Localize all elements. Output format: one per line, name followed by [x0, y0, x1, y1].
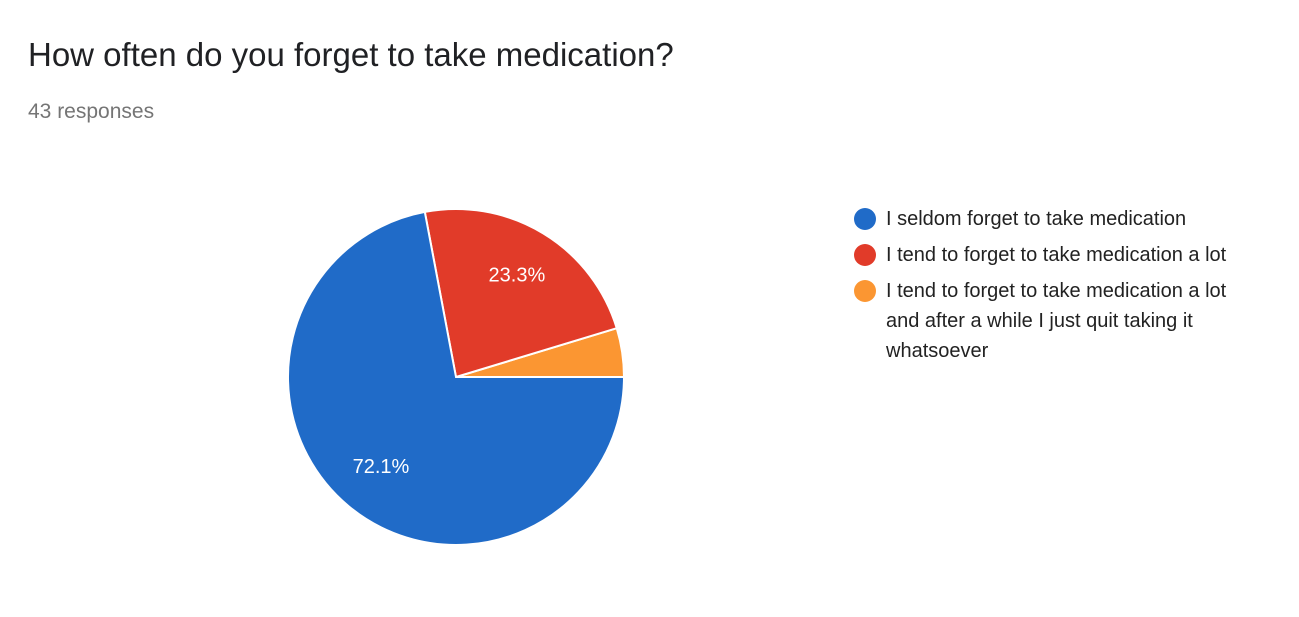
legend-item: I tend to forget to take medication a lo… — [852, 276, 1246, 366]
legend-label: I tend to forget to take medication a lo… — [886, 280, 1227, 362]
legend: I seldom forget to take medication I tend… — [852, 204, 1272, 372]
legend-label: I seldom forget to take medication — [886, 208, 1187, 230]
legend-swatch — [854, 208, 876, 230]
legend-item: I seldom forget to take medication — [852, 204, 1246, 234]
pie-slice — [287, 210, 626, 546]
chart-title: How often do you forget to take medicati… — [28, 36, 674, 73]
legend-item: I tend to forget to take medication a lo… — [852, 240, 1246, 270]
slice-label: 23.3% — [489, 265, 546, 287]
legend-swatch — [854, 280, 876, 302]
slice-label: 72.1% — [353, 456, 410, 478]
legend-swatch — [854, 244, 876, 266]
chart-subtitle: 43 responses — [28, 100, 155, 123]
pie-slice — [423, 208, 618, 379]
legend-label: I tend to forget to take medication a lo… — [886, 244, 1227, 266]
